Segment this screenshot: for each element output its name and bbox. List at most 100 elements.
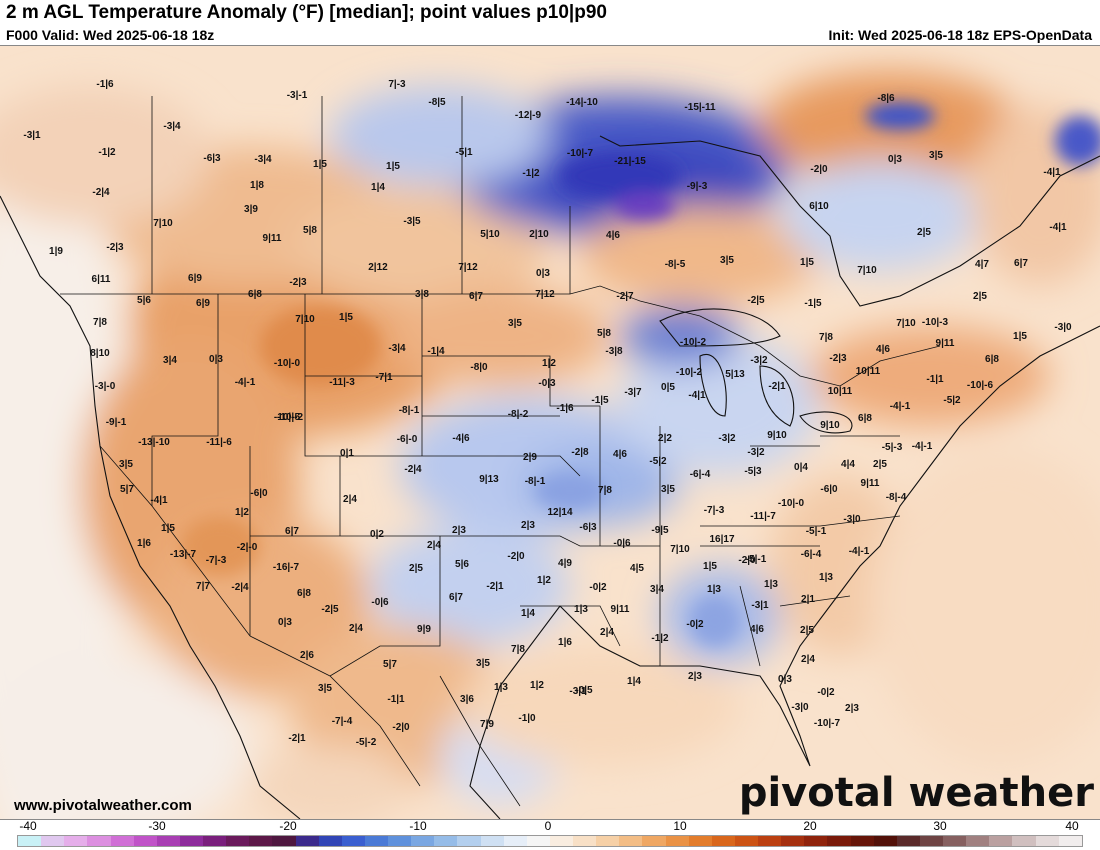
point-value-label: 1|5: [800, 257, 814, 268]
point-value-label: 12|14: [547, 507, 572, 518]
point-value-label: -3|7: [624, 387, 642, 398]
colorbar-swatch: [318, 836, 342, 846]
point-value-label: 3|5: [508, 318, 522, 329]
point-value-label: 9|11: [611, 604, 630, 615]
colorbar-swatch: [272, 836, 296, 846]
point-value-label: 2|4: [343, 494, 357, 505]
point-value-label: 1|5: [386, 161, 400, 172]
point-value-label: 4|6: [606, 230, 620, 241]
point-value-label: -8|-4: [886, 492, 907, 503]
point-value-label: -1|1: [926, 374, 944, 385]
point-value-label: 1|3: [764, 579, 778, 590]
point-value-label: 7|10: [857, 265, 877, 276]
colorbar-swatch: [573, 836, 597, 846]
point-value-label: 4|7: [975, 259, 989, 270]
point-value-label: -4|-1: [912, 441, 933, 452]
point-value-label: -10|-7: [814, 718, 841, 729]
point-value-label: 7|10: [896, 318, 916, 329]
pivotal-weather-logo: pivotal weather: [738, 770, 1094, 816]
point-value-label: -6|-4: [801, 549, 822, 560]
point-value-label: 2|4: [600, 627, 614, 638]
point-value-label: 2|5: [873, 459, 887, 470]
point-value-label: -11|-7: [750, 511, 776, 522]
point-value-label: -3|2: [747, 447, 765, 458]
point-value-label: 1|3: [819, 572, 833, 583]
point-value-label: -12|-9: [515, 110, 542, 121]
point-value-label: 4|4: [841, 459, 855, 470]
point-value-label: 3|5: [929, 150, 943, 161]
point-value-label: -6|-4: [690, 469, 711, 480]
point-value-label: 7|12: [458, 262, 478, 273]
point-value-label: 7|8: [598, 485, 612, 496]
point-value-label: -7|-3: [206, 555, 227, 566]
anomaly-map[interactable]: -1|6 -3|-1 7|-3 -8|5 -12|-9 -14|-10 -15|-11 -8|…: [0, 45, 1100, 820]
colorbar-swatch: [734, 836, 758, 846]
point-value-label: 4|6: [613, 449, 627, 460]
point-value-label: 1|5: [339, 312, 353, 323]
point-value-label: 2|3: [521, 520, 535, 531]
point-value-label: 1|5: [1013, 331, 1027, 342]
point-value-label: -1|6: [96, 79, 114, 90]
point-value-label: -1|1: [387, 694, 405, 705]
point-value-label: 4|6: [876, 344, 890, 355]
colorbar-tick-labels: -40 -30 -20 -10 0 10 20 30 40: [0, 819, 1100, 835]
point-value-label: 2|9: [523, 452, 537, 463]
point-value-label: 2|10: [529, 229, 549, 240]
point-value-label: -10|-5: [274, 412, 301, 423]
colorbar-swatch: [758, 836, 782, 846]
point-value-label: -1|2: [651, 633, 669, 644]
colorbar-swatch: [526, 836, 550, 846]
point-value-label: 6|9: [196, 298, 210, 309]
point-value-label: 9|13: [479, 474, 499, 485]
point-value-label: -2|4: [231, 582, 249, 593]
point-value-label: -5|3: [744, 466, 762, 477]
point-value-label: 9|10: [820, 420, 840, 431]
point-value-label: 5|6: [137, 295, 151, 306]
point-value-label: 6|7: [1014, 258, 1028, 269]
point-value-label: -4|1: [688, 390, 706, 401]
point-value-label: -3|1: [751, 600, 769, 611]
point-value-label: -0|3: [538, 378, 556, 389]
point-value-label: 0|5: [661, 382, 675, 393]
point-value-label: 0|4: [794, 462, 808, 473]
colorbar-swatch: [203, 836, 227, 846]
colorbar-swatch: [781, 836, 805, 846]
point-value-label: 1|3: [707, 584, 721, 595]
point-value-label: 5|7: [383, 659, 397, 670]
point-value-label: -10|-0: [778, 498, 805, 509]
colorbar-swatch: [619, 836, 643, 846]
point-value-label: 1|3: [574, 604, 588, 615]
point-value-label: 9|9: [417, 624, 431, 635]
point-value-label: -2|0: [392, 722, 410, 733]
point-value-label: 1|4: [371, 182, 385, 193]
point-value-label: 1|5: [703, 561, 717, 572]
point-value-label: 0|2: [370, 529, 384, 540]
point-value-label: -6|0: [250, 488, 268, 499]
colorbar-swatch: [434, 836, 458, 846]
point-value-label: 9|10: [767, 430, 787, 441]
point-value-label: 3|4: [163, 355, 177, 366]
colorbar-tick-label: 10: [673, 819, 687, 833]
point-value-label: -10|-2: [277, 412, 304, 423]
point-value-label: -4|6: [452, 433, 470, 444]
point-value-label: 4|6: [750, 624, 764, 635]
point-value-label: -0|2: [817, 687, 835, 698]
colorbar-swatch: [457, 836, 481, 846]
point-value-label: 7|10: [670, 544, 690, 555]
point-value-label: -7|1: [375, 372, 393, 383]
point-value-label: -16|-7: [273, 562, 300, 573]
point-value-label: 2|4: [427, 540, 441, 551]
point-value-label: 0|3: [536, 268, 550, 279]
point-value-label: 7|8: [819, 332, 833, 343]
point-value-label: 7|7: [196, 581, 210, 592]
colorbar-swatch: [1035, 836, 1059, 846]
point-value-label: -2|3: [106, 242, 124, 253]
point-value-label: -0|6: [613, 538, 631, 549]
website-url[interactable]: www.pivotalweather.com: [14, 797, 192, 814]
point-value-label: 10|11: [856, 366, 881, 377]
point-value-label: -2|1: [486, 581, 504, 592]
colorbar-swatch: [1058, 836, 1082, 846]
point-value-label: -0|2: [589, 582, 607, 593]
point-value-label: 9|11: [936, 338, 955, 349]
point-value-label: -5|-3: [882, 442, 903, 453]
